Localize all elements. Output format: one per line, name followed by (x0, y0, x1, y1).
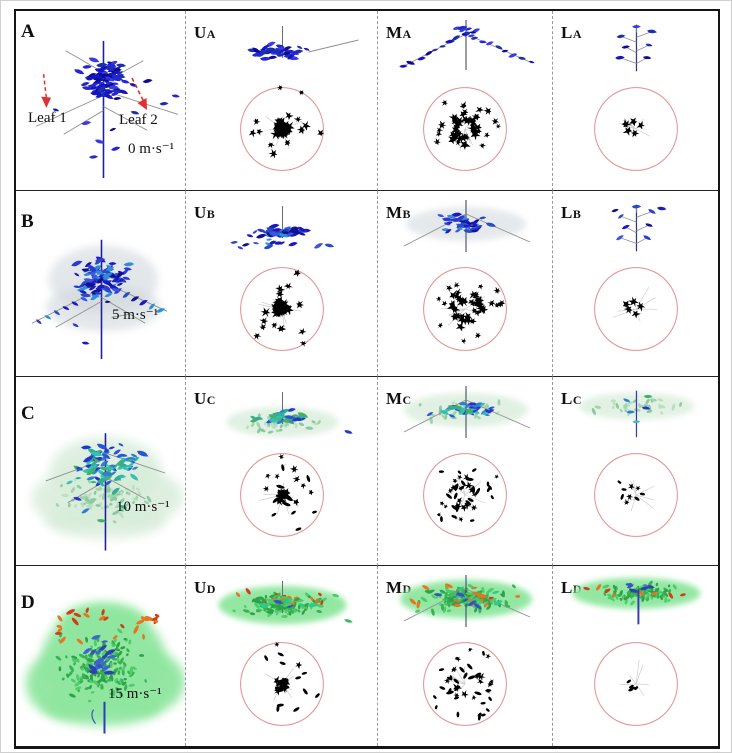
panel-label-sub: B (572, 207, 582, 221)
wind-speed-label-C: 10 m·s⁻¹ (116, 499, 170, 515)
figure-grid: A Leaf 1 Leaf 2 0 m·s⁻¹ UA MA LA B 5 m·s… (14, 9, 720, 749)
plant-middle-section-view (399, 20, 535, 70)
panel-UD: UD (186, 566, 378, 746)
leaf-projection-circle (593, 453, 678, 537)
panel-MA: MA (378, 11, 553, 191)
wind-speed-label-B: 5 m·s⁻¹ (112, 307, 159, 323)
panel-label-MA: MA (386, 24, 412, 41)
plant-full-view-D (25, 602, 185, 734)
row-label-C: C (21, 403, 35, 424)
panel-label-UB: UB (194, 204, 215, 221)
panel-label-sub: B (402, 207, 412, 221)
panel-label-main: L (561, 578, 573, 597)
panel-A-full-plant: A Leaf 1 Leaf 2 0 m·s⁻¹ (16, 11, 186, 191)
panel-label-sub: C (572, 393, 583, 407)
panel-label-main: U (194, 578, 207, 597)
leaf-projection-circle (593, 267, 678, 351)
leaf-projection-circle (239, 453, 324, 537)
leaf-projection-circle (423, 642, 507, 726)
panel-LD: LD (553, 566, 718, 746)
plant-middle-section-view (400, 575, 532, 627)
panel-MC: MC (378, 377, 553, 566)
plant-lower-section-view (615, 24, 657, 72)
plant-lower-section-view (572, 577, 701, 625)
panel-label-main: M (386, 203, 403, 222)
plant-lower-section-view (578, 390, 695, 438)
panel-label-main: L (561, 23, 573, 42)
panel-label-sub: A (402, 27, 412, 41)
wind-speed-label-A: 0 m·s⁻¹ (128, 141, 175, 157)
panel-label-sub: D (206, 582, 216, 596)
leaf2-arrow-icon (131, 77, 147, 110)
panel-label-main: U (194, 389, 207, 408)
leaf-projection-circle (423, 87, 507, 171)
panel-label-sub: D (402, 582, 412, 596)
leaf2-label: Leaf 2 (119, 112, 158, 128)
panel-label-MC: MC (386, 390, 412, 407)
row-label-A: A (21, 21, 35, 42)
panel-UB: UB (186, 191, 378, 377)
panel-D-full-plant: D 15 m·s⁻¹ (16, 566, 186, 746)
wind-speed-label-D: 15 m·s⁻¹ (108, 686, 162, 702)
panel-label-sub: A (206, 27, 216, 41)
leaf-projection-circle (239, 641, 324, 726)
leaf-projection-circle (423, 267, 507, 351)
leaf-projection-circle (239, 84, 324, 171)
leaf-projection-circle (593, 87, 678, 171)
panel-MB: MB (378, 191, 553, 377)
plant-middle-section-view (403, 386, 531, 438)
plant-full-view-A (35, 40, 180, 179)
panel-label-main: M (386, 578, 403, 597)
panel-UC: UC (186, 377, 378, 566)
panel-label-UD: UD (194, 579, 216, 596)
panel-LC: LC (553, 377, 718, 566)
panel-UA: UA (186, 11, 378, 191)
leaf-projection-circle (593, 642, 678, 726)
row-label-D: D (21, 592, 35, 613)
leaf-projection-circle (239, 267, 324, 351)
panel-label-sub: A (572, 27, 583, 41)
panel-label-MD: MD (386, 579, 412, 596)
plant-upper-section-view (218, 581, 353, 624)
leaf1-label: Leaf 1 (28, 110, 67, 126)
panel-label-main: U (194, 23, 207, 42)
panel-label-MB: MB (386, 204, 411, 221)
panel-LA: LA (553, 11, 718, 191)
panel-label-UC: UC (194, 390, 216, 407)
panel-label-LA: LA (561, 24, 582, 41)
plant-middle-section-view (403, 200, 531, 252)
panel-label-sub: C (402, 393, 412, 407)
panel-label-main: L (561, 389, 573, 408)
leaf1-arrow-icon (41, 74, 52, 108)
panel-label-LC: LC (561, 390, 582, 407)
panel-label-sub: B (206, 207, 216, 221)
panel-label-main: U (194, 203, 207, 222)
panel-label-main: M (386, 23, 403, 42)
panel-label-UA: UA (194, 24, 216, 41)
plant-upper-section-view (226, 392, 353, 437)
panel-label-LB: LB (561, 204, 581, 221)
panel-label-main: L (561, 203, 573, 222)
panel-C-full-plant: C 10 m·s⁻¹ (16, 377, 186, 566)
panel-B-full-plant: B 5 m·s⁻¹ (16, 191, 186, 377)
plant-upper-section-view (230, 206, 335, 250)
plant-full-view-B (31, 239, 168, 360)
panel-LB: LB (553, 191, 718, 377)
panel-label-main: M (386, 389, 403, 408)
row-label-B: B (21, 211, 34, 232)
panel-label-sub: C (206, 393, 216, 407)
panel-MD: MD (378, 566, 553, 746)
plant-lower-section-view (611, 204, 667, 252)
leaf-projection-circle (423, 453, 507, 537)
plant-upper-section-view (247, 26, 359, 61)
plant-full-view-C (31, 433, 184, 551)
